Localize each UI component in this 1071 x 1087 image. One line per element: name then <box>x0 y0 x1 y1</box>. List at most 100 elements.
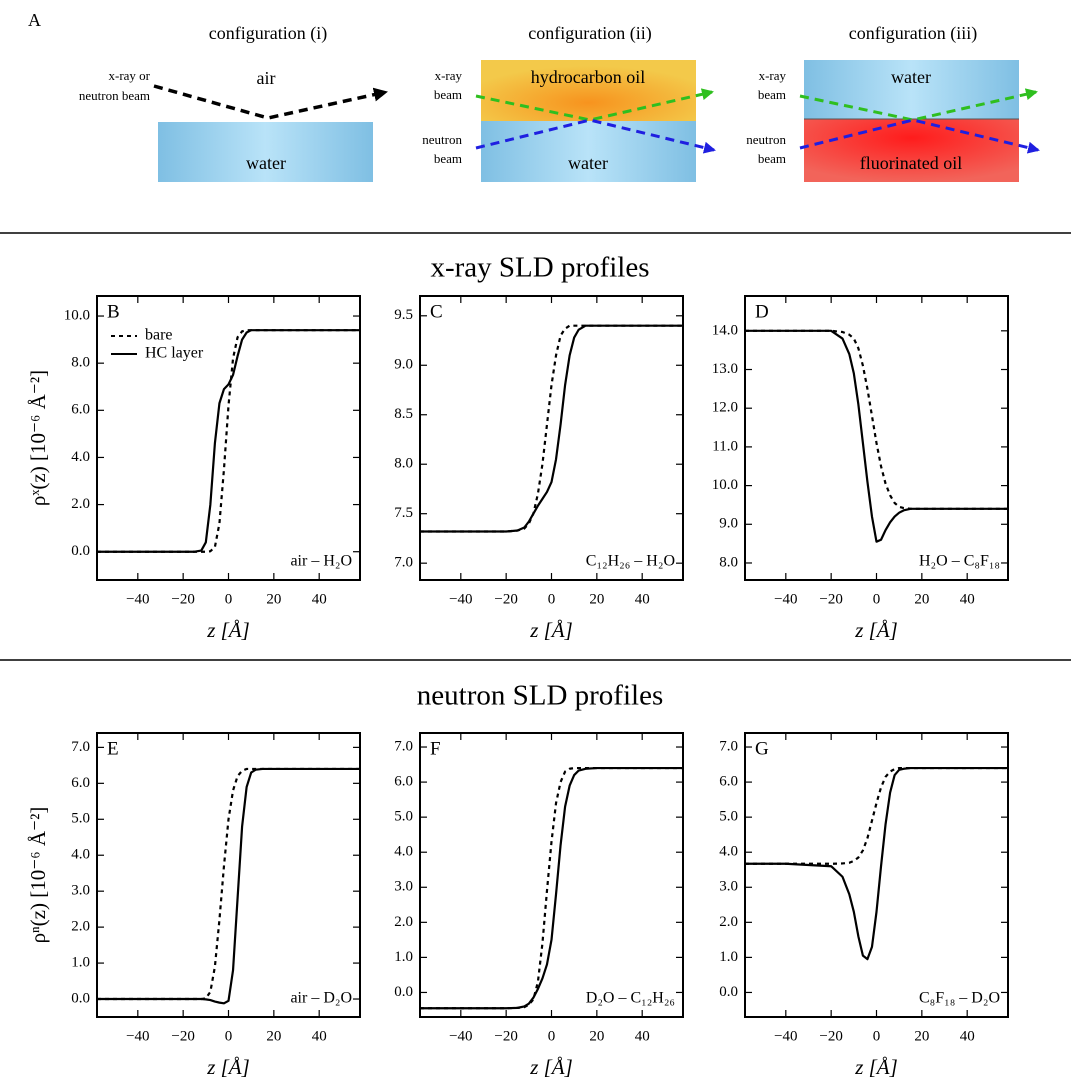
xray-beam <box>799 88 1038 122</box>
y-tick-label: 6.0 <box>71 775 90 791</box>
series-line <box>420 766 683 1010</box>
series-line <box>745 329 1008 510</box>
y-tick-label: 4.0 <box>394 844 413 860</box>
plot-area <box>420 766 683 1010</box>
x-tick-label: 0 <box>873 591 881 607</box>
y-tick-label: 6.0 <box>394 774 413 790</box>
y-tick-label: 7.5 <box>394 505 413 521</box>
beam-label: beam <box>758 87 786 102</box>
x-tick-label: −40 <box>126 1028 149 1044</box>
beam-label: x-ray or <box>108 68 150 83</box>
config-title: configuration (ii) <box>528 23 651 44</box>
annotation: air – H₂O <box>290 553 352 570</box>
annotation: air – D₂O <box>290 990 352 1007</box>
x-tick-label: 20 <box>914 1028 929 1044</box>
y-tick-label: 8.0 <box>719 554 738 570</box>
y-tick-label: 2.0 <box>71 496 90 512</box>
x-tick-label: 40 <box>312 1028 327 1044</box>
series-line <box>97 329 360 553</box>
axes-frame <box>419 732 684 1018</box>
y-tick-label: 7.0 <box>394 738 413 754</box>
section-title: x-ray SLD profiles <box>430 252 649 284</box>
y-tick-label: 5.0 <box>719 809 738 825</box>
x-tick-label: −20 <box>819 1028 842 1044</box>
y-tick-label: 0.0 <box>719 984 738 1000</box>
y-tick-label: 8.0 <box>394 456 413 472</box>
x-tick-label: 20 <box>589 1028 604 1044</box>
chart: −40 −20 0 20 40 7.0 7.5 8.0 8.5 9.0 9.5 C C₁₂H₂₆ – H… <box>394 295 684 642</box>
panel-a: A configuration (i) air water x-ray or n… <box>28 10 1040 182</box>
x-tick-label: 40 <box>960 1028 975 1044</box>
layer-label: air <box>257 68 276 88</box>
y-tick-label: 1.0 <box>71 955 90 971</box>
x-tick-label: 40 <box>312 591 327 607</box>
y-tick-label: 8.5 <box>394 406 413 422</box>
y-tick-label: 5.0 <box>71 811 90 827</box>
axes-frame <box>96 732 361 1018</box>
series-line <box>745 329 1008 543</box>
x-tick-label: 0 <box>548 1028 556 1044</box>
x-tick-label: −20 <box>171 591 194 607</box>
beam-label: neutron <box>746 132 786 147</box>
annotation: H₂O – C₈F₁₈ <box>919 553 1000 570</box>
panel-label: F <box>430 738 441 759</box>
x-tick-label: 20 <box>266 1028 281 1044</box>
x-tick-label: −40 <box>774 591 797 607</box>
y-tick-label: 7.0 <box>719 738 738 754</box>
panel-label: C <box>430 301 443 322</box>
axes-frame <box>744 732 1009 1018</box>
y-tick-label: 11.0 <box>712 438 738 454</box>
x-tick-label: 40 <box>960 591 975 607</box>
layer-label: fluorinated oil <box>860 153 962 173</box>
y-tick-label: 5.0 <box>394 809 413 825</box>
chart: −40 −20 0 20 40 0.0 1.0 2.0 3.0 4.0 5.0 6.0 7.0 G C₈F₁… <box>719 732 1009 1079</box>
xray-beam <box>475 88 714 122</box>
water-layer <box>481 121 696 182</box>
panel-label: G <box>755 738 769 759</box>
annotation: C₈F₁₈ – D₂O <box>919 990 1000 1007</box>
water-layer <box>804 60 1019 119</box>
layer-label: water <box>568 153 608 173</box>
y-tick-label: 9.5 <box>394 307 413 323</box>
y-tick-label: 1.0 <box>719 949 738 965</box>
x-tick-label: 40 <box>635 591 650 607</box>
x-axis-label: z [Å] <box>854 1055 898 1079</box>
x-axis-label: z [Å] <box>206 1055 250 1079</box>
axes-frame <box>96 295 361 581</box>
y-tick-label: 0.0 <box>394 984 413 1000</box>
x-tick-label: −40 <box>774 1028 797 1044</box>
plot-area <box>745 329 1008 543</box>
y-tick-label: 9.0 <box>394 357 413 373</box>
beam-label: x-ray <box>435 68 463 83</box>
y-axis-label: ρⁿ(z) [10⁻⁶ Å⁻²] <box>26 807 50 944</box>
y-tick-label: 7.0 <box>71 739 90 755</box>
legend-label: bare <box>145 327 173 344</box>
layer-label: water <box>891 67 931 87</box>
water-layer <box>158 122 373 182</box>
x-axis-label: z [Å] <box>529 618 573 642</box>
x-axis-label: z [Å] <box>206 618 250 642</box>
y-tick-label: 9.0 <box>719 516 738 532</box>
layer-label: water <box>246 153 286 173</box>
plot-area <box>420 324 683 533</box>
section-title: neutron SLD profiles <box>417 680 663 712</box>
panel-label: D <box>755 301 769 322</box>
x-tick-label: −40 <box>449 1028 472 1044</box>
panel-label: A <box>28 10 41 30</box>
x-tick-label: −40 <box>126 591 149 607</box>
config-title: configuration (iii) <box>849 23 977 44</box>
y-tick-label: 6.0 <box>719 774 738 790</box>
beam-label: neutron beam <box>79 88 150 103</box>
fluorinated-layer <box>804 119 1019 182</box>
y-tick-label: 4.0 <box>71 449 90 465</box>
layer-label: hydrocarbon oil <box>531 67 645 87</box>
x-tick-label: 40 <box>635 1028 650 1044</box>
y-tick-label: 14.0 <box>712 322 738 338</box>
panel-label: E <box>107 738 119 759</box>
x-tick-label: 0 <box>225 591 233 607</box>
x-tick-label: −20 <box>171 1028 194 1044</box>
beam-label: beam <box>758 151 786 166</box>
series-line <box>97 767 360 1001</box>
x-tick-label: 20 <box>914 591 929 607</box>
